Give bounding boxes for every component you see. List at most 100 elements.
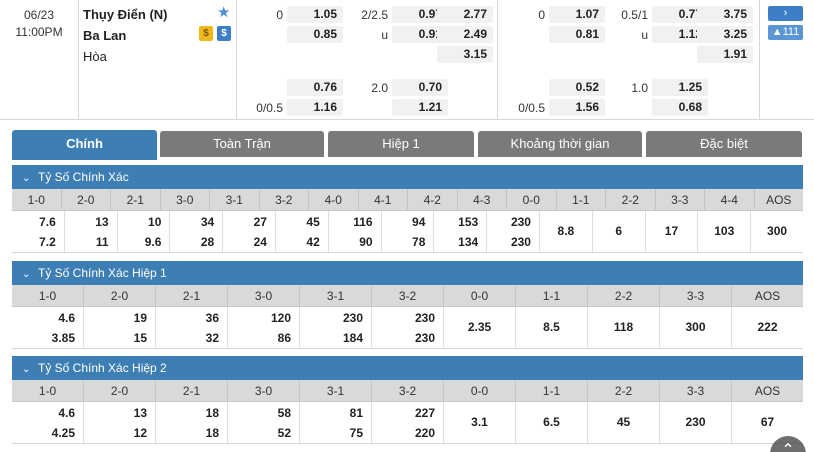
odds-value[interactable]: 11 — [95, 235, 109, 249]
score-odds-cell[interactable]: 45 — [588, 402, 660, 443]
score-odds-cell[interactable]: 27 24 — [223, 211, 276, 252]
odds-value[interactable]: 75 — [349, 426, 363, 440]
odds-value[interactable]: 58 — [277, 406, 291, 420]
odds-cell[interactable]: 0.97 — [392, 6, 448, 23]
odds-value[interactable]: 17 — [664, 224, 679, 238]
score-odds-cell[interactable]: 6.5 — [516, 402, 588, 443]
odds-value[interactable]: 36 — [205, 311, 219, 325]
score-odds-cell[interactable]: 116 90 — [329, 211, 382, 252]
odds-value[interactable]: 13 — [133, 406, 147, 420]
scroll-top-icon[interactable]: ⌃ — [770, 436, 806, 452]
score-odds-cell[interactable]: 19 15 — [84, 307, 156, 348]
odds-value[interactable]: 4.6 — [58, 406, 75, 420]
score-odds-cell[interactable]: 7.6 7.2 — [12, 211, 65, 252]
tab-khoang-thoi-gian[interactable]: Khoảng thời gian — [478, 131, 642, 157]
odds-value[interactable]: 134 — [458, 235, 479, 249]
odds-value[interactable]: 300 — [685, 320, 706, 334]
odds-value[interactable]: 90 — [359, 235, 373, 249]
odds-value[interactable]: 220 — [414, 426, 435, 440]
star-icon[interactable]: ★ — [217, 4, 231, 21]
away-team[interactable]: Ba Lan — [83, 28, 127, 43]
odds-cell[interactable]: 0.85 — [287, 26, 343, 43]
odds-value[interactable]: 120 — [270, 311, 291, 325]
odds-value[interactable]: 86 — [277, 331, 291, 345]
odds-value[interactable]: 13 — [95, 215, 109, 229]
odds-value[interactable]: 3.1 — [471, 415, 488, 429]
odds-cell[interactable]: 1.12 — [652, 26, 708, 43]
score-odds-cell[interactable]: 58 52 — [228, 402, 300, 443]
odds-value[interactable]: 103 — [714, 224, 735, 238]
score-odds-cell[interactable]: 45 42 — [276, 211, 329, 252]
dollar-icon[interactable]: $ — [217, 26, 231, 41]
odds-value[interactable]: 230 — [414, 311, 435, 325]
odds-cell[interactable]: 1.91 — [697, 46, 753, 63]
score-odds-cell[interactable]: 4.6 4.25 — [12, 402, 84, 443]
odds-value[interactable]: 222 — [757, 320, 778, 334]
odds-cell[interactable]: 1.07 — [549, 6, 605, 23]
score-odds-cell[interactable]: 230 230 — [372, 307, 444, 348]
odds-value[interactable]: 8.8 — [557, 224, 575, 238]
odds-value[interactable]: 18 — [205, 406, 219, 420]
odds-cell[interactable]: 2.77 — [437, 6, 493, 23]
odds-value[interactable]: 78 — [412, 235, 426, 249]
odds-value[interactable]: 15 — [133, 331, 147, 345]
odds-value[interactable]: 52 — [277, 426, 291, 440]
odds-cell[interactable]: 3.15 — [437, 46, 493, 63]
odds-value[interactable]: 12 — [133, 426, 147, 440]
score-odds-cell[interactable]: 2.35 — [444, 307, 516, 348]
odds-value[interactable]: 3.85 — [51, 331, 75, 345]
score-odds-cell[interactable]: 300 — [660, 307, 732, 348]
odds-cell[interactable]: 1.16 — [287, 99, 343, 116]
odds-value[interactable]: 81 — [349, 406, 363, 420]
odds-value[interactable]: 24 — [253, 235, 267, 249]
odds-value[interactable]: 300 — [767, 224, 788, 238]
odds-value[interactable]: 34 — [200, 215, 215, 229]
odds-value[interactable]: 230 — [510, 235, 531, 249]
home-team[interactable]: Thụy Điển (N) — [83, 7, 168, 22]
odds-value[interactable]: 7.2 — [39, 235, 56, 249]
odds-value[interactable]: 118 — [613, 320, 634, 334]
score-odds-cell[interactable]: 34 28 — [170, 211, 224, 252]
odds-value[interactable]: 6 — [615, 224, 622, 238]
expand-arrow-button[interactable]: › — [768, 6, 803, 21]
score-odds-cell[interactable]: 8.8 — [540, 211, 593, 252]
odds-value[interactable]: 227 — [414, 406, 435, 420]
odds-value[interactable]: 94 — [412, 215, 426, 229]
tab-chinh[interactable]: Chính — [12, 130, 157, 160]
odds-value[interactable]: 2.35 — [467, 320, 492, 334]
score-odds-cell[interactable]: 230 184 — [300, 307, 372, 348]
score-odds-cell[interactable]: 230 — [660, 402, 732, 443]
odds-value[interactable]: 7.6 — [39, 215, 56, 229]
coin-icon[interactable]: $ — [199, 26, 213, 41]
tab-hiep-1[interactable]: Hiệp 1 — [328, 131, 474, 157]
score-odds-cell[interactable]: 3.1 — [444, 402, 516, 443]
score-odds-cell[interactable]: 103 — [698, 211, 752, 252]
section-header[interactable]: ⌄ Tỷ Số Chính Xác Hiệp 1 — [12, 261, 803, 285]
score-odds-cell[interactable]: 17 — [646, 211, 699, 252]
section-header[interactable]: ⌄ Tỷ Số Chính Xác — [12, 165, 803, 189]
score-odds-cell[interactable]: 222 — [732, 307, 803, 348]
odds-cell[interactable]: 1.56 — [549, 99, 605, 116]
odds-value[interactable]: 230 — [510, 215, 531, 229]
odds-cell[interactable]: 1.25 — [652, 79, 708, 96]
score-odds-cell[interactable]: 300 — [751, 211, 803, 252]
odds-value[interactable]: 153 — [458, 215, 479, 229]
chevron-down-icon[interactable]: ⌄ — [22, 269, 31, 280]
odds-value[interactable]: 19 — [133, 311, 147, 325]
score-odds-cell[interactable]: 18 18 — [156, 402, 228, 443]
odds-cell[interactable]: 3.25 — [697, 26, 753, 43]
score-odds-cell[interactable]: 120 86 — [228, 307, 300, 348]
odds-value[interactable]: 184 — [342, 331, 363, 345]
score-odds-cell[interactable]: 13 11 — [65, 211, 118, 252]
odds-cell[interactable]: 0.68 — [652, 99, 708, 116]
score-odds-cell[interactable]: 10 9.6 — [118, 211, 171, 252]
odds-value[interactable]: 4.6 — [58, 311, 75, 325]
score-odds-cell[interactable]: 94 78 — [382, 211, 435, 252]
odds-value[interactable]: 6.5 — [543, 415, 560, 429]
score-odds-cell[interactable]: 81 75 — [300, 402, 372, 443]
odds-value[interactable]: 32 — [205, 331, 219, 345]
odds-cell[interactable]: 0.76 — [287, 79, 343, 96]
more-markets-button[interactable]: ▲111 — [768, 25, 803, 40]
odds-cell[interactable]: 0.70 — [392, 79, 448, 96]
chevron-down-icon[interactable]: ⌄ — [22, 364, 31, 375]
